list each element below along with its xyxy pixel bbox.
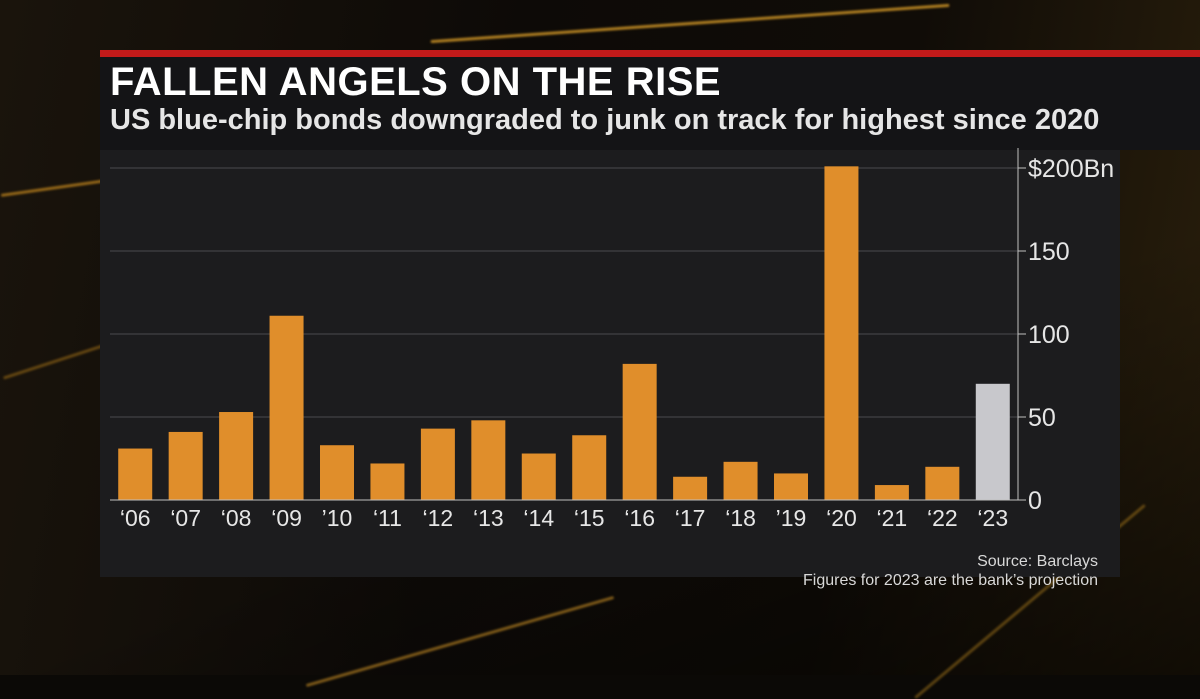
y-tick-label: 100 bbox=[1028, 321, 1070, 349]
x-tick-label: ‘06 bbox=[120, 505, 151, 531]
x-tick-label: ‘12 bbox=[423, 505, 454, 531]
bars bbox=[118, 166, 1010, 500]
x-tick-label: ‘09 bbox=[271, 505, 302, 531]
y-tick-label: 0 bbox=[1028, 487, 1042, 515]
source-label: Source: Barclays bbox=[977, 553, 1098, 570]
bar bbox=[370, 463, 405, 500]
bar-projection bbox=[975, 383, 1010, 500]
gridlines bbox=[110, 167, 1018, 418]
x-tick-label: ‘22 bbox=[927, 505, 958, 531]
bar bbox=[168, 431, 203, 500]
bar bbox=[925, 466, 960, 500]
header-panel bbox=[100, 57, 1200, 150]
chart-title: FALLEN ANGELS ON THE RISE bbox=[110, 60, 722, 104]
x-tick-label: ‘23 bbox=[977, 505, 1008, 531]
x-tick-label: ‘11 bbox=[373, 505, 402, 531]
x-tick-label: ‘21 bbox=[877, 505, 908, 531]
x-tick-label: ‘07 bbox=[170, 505, 201, 531]
bar bbox=[269, 315, 304, 500]
x-tick-label: ’19 bbox=[776, 505, 807, 531]
bar bbox=[572, 435, 607, 500]
y-tick-label: 50 bbox=[1028, 404, 1056, 432]
x-tick-label: ‘14 bbox=[523, 505, 554, 531]
x-tick-label: ‘16 bbox=[624, 505, 655, 531]
projection-note: Figures for 2023 are the bank’s projecti… bbox=[803, 572, 1098, 589]
source-note: Source: Barclays Figures for 2023 are th… bbox=[803, 552, 1098, 590]
bar-chart: 0 50 100 150 $200Bn ‘06 ‘07 ‘08 ‘09 ’10 ‘11 ‘12 ‘13 ‘… bbox=[110, 148, 1114, 531]
x-tick-label: ‘18 bbox=[725, 505, 756, 531]
bar bbox=[774, 473, 808, 500]
bar bbox=[723, 461, 758, 500]
bar bbox=[420, 428, 455, 500]
x-tick-label: ‘08 bbox=[221, 505, 252, 531]
y-tick-label: $200Bn bbox=[1028, 155, 1114, 183]
bar bbox=[874, 485, 909, 500]
x-tick-label: ‘15 bbox=[574, 505, 605, 531]
axes bbox=[110, 148, 1026, 501]
x-tick-label: ’10 bbox=[322, 505, 353, 531]
chart-subtitle: US blue-chip bonds downgraded to junk on… bbox=[110, 104, 1100, 136]
header-accent-bar bbox=[100, 50, 1200, 57]
y-tick-label: 150 bbox=[1028, 238, 1070, 266]
bar bbox=[622, 363, 657, 500]
bar bbox=[824, 166, 859, 500]
x-tick-label: ‘13 bbox=[473, 505, 504, 531]
tick-labels: 0 50 100 150 $200Bn ‘06 ‘07 ‘08 ‘09 ’10 ‘11 ‘12 ‘13 ‘… bbox=[120, 155, 1114, 531]
bar bbox=[521, 453, 556, 500]
bar bbox=[673, 476, 708, 500]
x-tick-label: ‘20 bbox=[826, 505, 857, 531]
bar bbox=[471, 420, 506, 500]
bar bbox=[118, 448, 153, 500]
x-tick-label: ‘17 bbox=[675, 505, 706, 531]
bar bbox=[320, 445, 354, 500]
bar bbox=[219, 412, 254, 500]
